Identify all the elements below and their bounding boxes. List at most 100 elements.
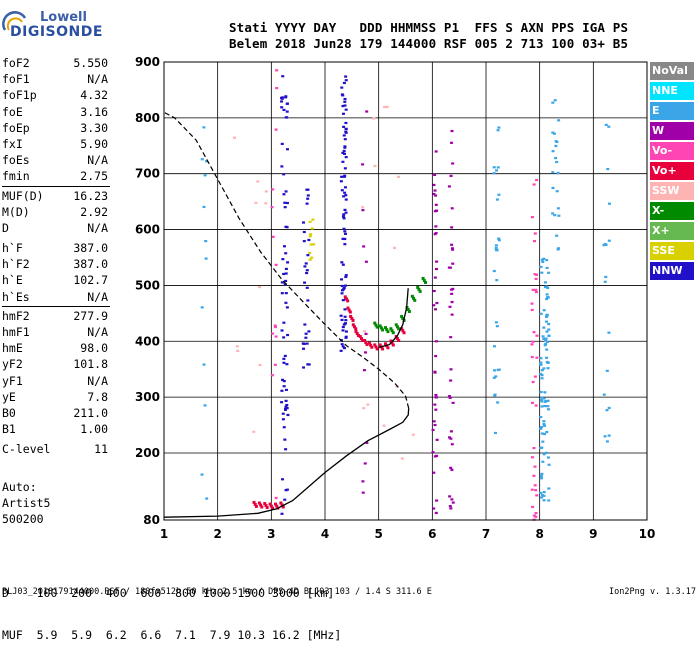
echo-mark [203, 174, 207, 177]
echo-mark [344, 198, 348, 201]
header-line-2: Belem 2018 Jun28 179 144000 RSF 005 2 71… [229, 36, 629, 51]
echo-mark [533, 484, 537, 487]
echo-mark [254, 201, 258, 204]
echo-mark [273, 363, 277, 366]
echo-mark [285, 110, 289, 113]
echo-mark [434, 225, 438, 228]
echo-mark [449, 437, 453, 440]
param-row: foF2 5.550 [2, 55, 152, 71]
echo-mark [544, 315, 548, 318]
echo-mark [340, 318, 344, 322]
trace-mark [412, 296, 416, 300]
echo-mark [432, 304, 436, 307]
echo-mark [283, 283, 287, 286]
echo-mark [284, 408, 288, 411]
echo-mark [545, 330, 549, 333]
echo-mark [543, 404, 547, 408]
echo-mark [607, 331, 611, 334]
echo-mark [435, 209, 439, 212]
echo-mark [530, 308, 534, 312]
echo-mark [492, 376, 496, 379]
echo-mark [284, 267, 288, 271]
echo-mark [305, 342, 309, 345]
param-value: 11 [94, 442, 108, 457]
echo-mark [450, 313, 454, 316]
trace-mark [384, 326, 388, 330]
echo-mark [435, 301, 439, 305]
echo-mark [343, 146, 347, 149]
echo-mark [604, 243, 608, 246]
echo-mark [607, 125, 611, 128]
echo-mark [343, 243, 347, 246]
echo-mark [342, 149, 346, 153]
echo-mark [496, 166, 500, 169]
echo-mark [281, 412, 285, 415]
echo-mark [450, 226, 454, 229]
distance-row: D 100 200 400 600 800 1000 1500 3000 [km… [2, 586, 335, 600]
trace-mark [346, 306, 350, 310]
echo-mark [344, 275, 348, 279]
echo-mark [340, 292, 344, 295]
echo-mark [532, 474, 536, 477]
echo-mark [539, 357, 543, 360]
echo-mark [434, 340, 438, 343]
echo-mark [282, 426, 286, 429]
trace-mark [365, 342, 369, 346]
echo-mark [531, 288, 535, 291]
trace-mark [375, 325, 379, 329]
param-label: foF2 [2, 56, 30, 70]
param-value: N/A [87, 153, 108, 168]
echo-mark [372, 117, 376, 120]
param-label: hmE [2, 341, 23, 356]
echo-mark [545, 314, 549, 317]
echo-mark [433, 173, 437, 177]
param-value: 211.0 [73, 405, 108, 420]
echo-mark [258, 285, 262, 289]
trace-mark [343, 295, 347, 299]
echo-mark [605, 369, 609, 372]
param-value: N/A [87, 289, 108, 304]
param-value: 2.92 [80, 204, 108, 219]
echo-mark [433, 455, 437, 458]
echo-mark [496, 401, 500, 404]
echo-mark [311, 218, 315, 221]
echo-mark [364, 332, 368, 335]
trace-mark [384, 342, 388, 346]
echo-mark [301, 221, 305, 224]
echo-mark [554, 156, 558, 160]
echo-mark [540, 369, 544, 372]
param-label: h`E [2, 273, 23, 288]
echo-mark [202, 126, 206, 129]
param-label: hmF1 [2, 325, 30, 339]
echo-mark [531, 456, 535, 459]
echo-mark [256, 180, 260, 183]
echo-mark [341, 345, 345, 348]
echo-mark [547, 334, 551, 338]
echo-mark [306, 299, 310, 302]
param-value: 101.8 [73, 357, 108, 372]
echo-mark [447, 266, 451, 269]
echo-mark [449, 368, 453, 371]
echo-mark [492, 269, 496, 273]
echo-mark [494, 321, 498, 324]
profile-curves [163, 111, 410, 518]
echo-mark [540, 396, 544, 399]
echo-mark [340, 278, 344, 281]
legend-item: NoVal [650, 62, 694, 80]
param-label: B0 [2, 405, 16, 420]
trace-mark [390, 329, 394, 333]
echo-mark [553, 99, 557, 102]
echo-mark [275, 87, 279, 90]
echo-mark [435, 260, 439, 263]
param-label: yF2 [2, 357, 23, 372]
echo-mark [533, 273, 537, 276]
echo-mark [302, 347, 306, 350]
echo-mark [450, 292, 454, 295]
echo-mark [362, 369, 366, 372]
param-row: yF2 101.8 [2, 356, 152, 372]
echo-mark [362, 330, 366, 333]
echo-mark [342, 286, 346, 290]
echo-mark [448, 505, 452, 508]
trace-mark [381, 347, 385, 351]
echo-mark [449, 430, 453, 433]
